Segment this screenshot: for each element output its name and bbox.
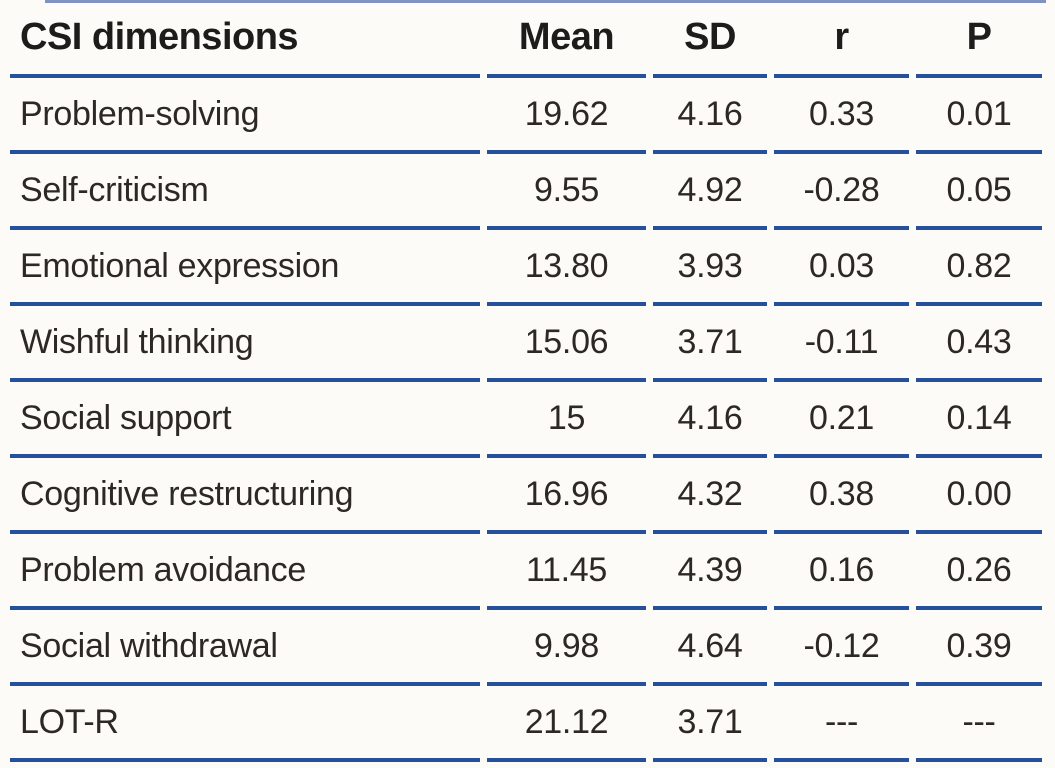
dimension-cell: Social support: [10, 382, 480, 458]
table-row: Wishful thinking 15.06 3.71 -0.11 0.43: [10, 306, 1042, 382]
mean-cell: 13.80: [487, 230, 646, 306]
column-header-r: r: [774, 0, 909, 78]
table-header-row: CSI dimensions Mean SD r P: [10, 0, 1042, 78]
sd-cell: 4.16: [653, 78, 767, 154]
r-cell: 0.38: [774, 458, 909, 534]
p-cell: 0.14: [916, 382, 1042, 458]
p-cell: 0.43: [916, 306, 1042, 382]
mean-cell: 15: [487, 382, 646, 458]
dimension-cell: Problem-solving: [10, 78, 480, 154]
sd-cell: 3.71: [653, 306, 767, 382]
sd-cell: 4.64: [653, 610, 767, 686]
dimension-cell: Emotional expression: [10, 230, 480, 306]
mean-cell: 9.98: [487, 610, 646, 686]
sd-cell: 3.71: [653, 686, 767, 762]
dimension-cell: Problem avoidance: [10, 534, 480, 610]
r-cell: 0.21: [774, 382, 909, 458]
table-row: Self-criticism 9.55 4.92 -0.28 0.05: [10, 154, 1042, 230]
p-cell: 0.26: [916, 534, 1042, 610]
mean-cell: 15.06: [487, 306, 646, 382]
table-row: Social withdrawal 9.98 4.64 -0.12 0.39: [10, 610, 1042, 686]
sd-cell: 4.32: [653, 458, 767, 534]
mean-cell: 21.12: [487, 686, 646, 762]
p-cell: 0.05: [916, 154, 1042, 230]
table-row: Problem-solving 19.62 4.16 0.33 0.01: [10, 78, 1042, 154]
p-cell: 0.01: [916, 78, 1042, 154]
table-row: Problem avoidance 11.45 4.39 0.16 0.26: [10, 534, 1042, 610]
column-header-csi-dimensions: CSI dimensions: [10, 0, 480, 78]
mean-cell: 9.55: [487, 154, 646, 230]
sd-cell: 4.39: [653, 534, 767, 610]
p-cell: 0.00: [916, 458, 1042, 534]
p-cell: 0.39: [916, 610, 1042, 686]
p-cell: 0.82: [916, 230, 1042, 306]
dimension-cell: Cognitive restructuring: [10, 458, 480, 534]
dimension-cell: Self-criticism: [10, 154, 480, 230]
dimension-cell: LOT-R: [10, 686, 480, 762]
sd-cell: 4.16: [653, 382, 767, 458]
r-cell: -0.12: [774, 610, 909, 686]
dimension-cell: Social withdrawal: [10, 610, 480, 686]
r-cell: ---: [774, 686, 909, 762]
mean-cell: 11.45: [487, 534, 646, 610]
r-cell: 0.16: [774, 534, 909, 610]
r-cell: -0.28: [774, 154, 909, 230]
sd-cell: 4.92: [653, 154, 767, 230]
table-row: Cognitive restructuring 16.96 4.32 0.38 …: [10, 458, 1042, 534]
dimension-cell: Wishful thinking: [10, 306, 480, 382]
r-cell: 0.33: [774, 78, 909, 154]
table-row: Social support 15 4.16 0.21 0.14: [10, 382, 1042, 458]
column-header-sd: SD: [653, 0, 767, 78]
r-cell: -0.11: [774, 306, 909, 382]
table-row: Emotional expression 13.80 3.93 0.03 0.8…: [10, 230, 1042, 306]
mean-cell: 19.62: [487, 78, 646, 154]
column-header-mean: Mean: [487, 0, 646, 78]
top-rule-divider: [45, 0, 1046, 3]
mean-cell: 16.96: [487, 458, 646, 534]
r-cell: 0.03: [774, 230, 909, 306]
p-cell: ---: [916, 686, 1042, 762]
table-row: LOT-R 21.12 3.71 --- ---: [10, 686, 1042, 762]
correlation-table: CSI dimensions Mean SD r P Problem-solvi…: [3, 0, 1049, 762]
column-header-p: P: [916, 0, 1042, 78]
sd-cell: 3.93: [653, 230, 767, 306]
